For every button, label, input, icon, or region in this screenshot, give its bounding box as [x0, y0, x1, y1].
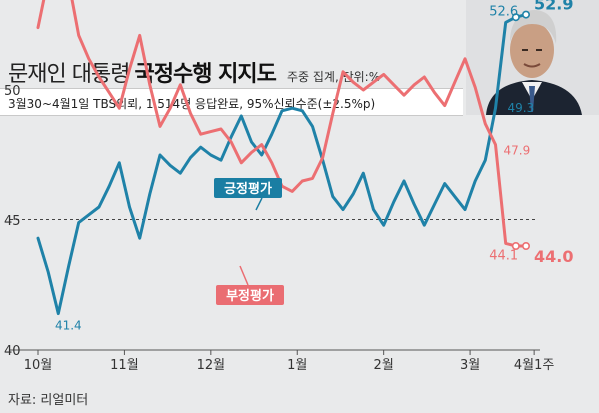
- title-part1: 문재인 대통령: [8, 62, 130, 87]
- negative-line-value-label: 44.1: [489, 248, 518, 263]
- legend-positive: 긍정평가: [214, 178, 282, 211]
- negative-line-value-label: 47.9: [504, 144, 531, 158]
- positive-line-value-label: 52.6: [489, 4, 518, 19]
- positive-line-endpoint: [511, 13, 520, 22]
- subtitle: 3월30~4월1일 TBS의뢰, 1,514명 응답완료, 95%신뢰수준(±2…: [8, 97, 376, 111]
- x-tick-label: 12월: [197, 358, 226, 373]
- legend-positive-label: 긍정평가: [224, 181, 272, 197]
- positive-line-value-label: 52.9: [534, 0, 573, 14]
- x-tick-label: 2월: [374, 358, 394, 373]
- president-portrait-image: [466, 0, 599, 115]
- legend-negative-label: 부정평가: [226, 288, 274, 304]
- legend-negative-pointer: [239, 265, 249, 286]
- x-tick-label: 3월: [460, 358, 480, 373]
- x-tick-label: 4월1주: [514, 358, 555, 373]
- legend-positive-box: [214, 178, 282, 198]
- source-note: 자료: 리얼미터: [8, 393, 89, 408]
- positive-line-value-label: 41.4: [55, 319, 82, 333]
- x-tick-label: 10월: [24, 358, 53, 373]
- x-tick-label: 11월: [110, 358, 139, 373]
- legend-negative: 부정평가: [216, 265, 284, 305]
- y-tick-label: 45: [4, 214, 21, 229]
- negative-line-endpoint: [511, 242, 520, 251]
- legend-positive-pointer: [255, 197, 263, 211]
- subtitle-bar: 3월30~4월1일 TBS의뢰, 1,514명 응답완료, 95%신뢰수준(±2…: [0, 88, 463, 116]
- positive-line-value-label: 49.3: [508, 101, 535, 115]
- positive-line: [36, 13, 528, 316]
- negative-line-endpoint: [521, 242, 530, 251]
- negative-line: [36, 0, 528, 248]
- positive-line-endpoint: [521, 10, 530, 19]
- y-tick-label: 50: [4, 84, 21, 99]
- legend-negative-box: [216, 285, 284, 305]
- chart-title: 문재인 대통령 국정수행 지지도 주중 집계, 단위:%: [8, 56, 380, 88]
- title-part2: 국정수행 지지도: [134, 62, 277, 87]
- x-tick-label: 1월: [287, 358, 307, 373]
- y-tick-label: 40: [4, 344, 21, 359]
- negative-line-value-label: 44.0: [534, 247, 573, 266]
- title-note: 주중 집계, 단위:%: [286, 70, 381, 84]
